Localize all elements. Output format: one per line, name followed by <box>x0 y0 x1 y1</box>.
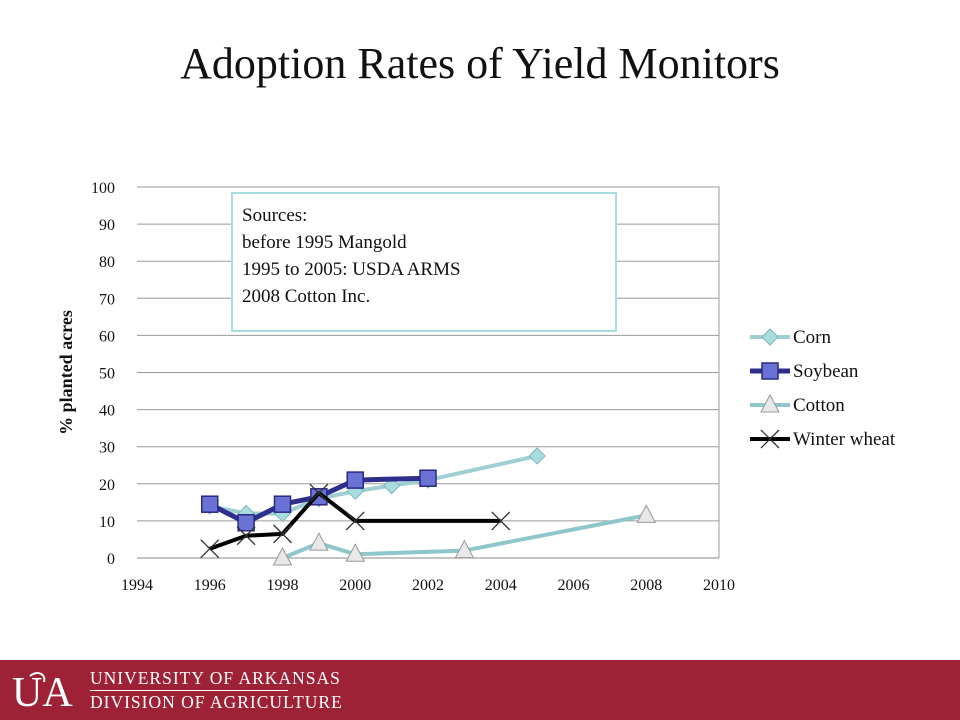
data-point <box>236 526 256 546</box>
series-corn <box>201 447 546 523</box>
university-logo-icon: UA <box>10 666 84 714</box>
data-point <box>528 447 546 465</box>
sources-box <box>231 192 617 332</box>
legend-swatch-marker <box>760 429 780 449</box>
data-point <box>636 504 657 523</box>
x-tick-label: 2006 <box>558 577 590 594</box>
legend-item: Winter wheat <box>750 429 896 450</box>
organization-name: UNIVERSITY OF ARKANSAS DIVISION OF AGRIC… <box>90 668 343 713</box>
sources-line: 1995 to 2005: USDA ARMS <box>242 259 461 280</box>
y-tick-label: 60 <box>99 328 115 345</box>
data-point <box>454 539 475 559</box>
series-cotton <box>272 504 657 566</box>
chart-axes: 0 10 20 30 40 50 60 70 80 90 100 1994 1996 1998 2000 20… <box>56 180 735 594</box>
y-tick-label: 70 <box>99 291 115 308</box>
x-tick-label: 2010 <box>703 577 735 594</box>
data-point <box>345 511 365 531</box>
y-tick-label: 0 <box>107 551 115 568</box>
y-tick-label: 40 <box>99 403 115 420</box>
data-point <box>419 469 437 487</box>
data-point <box>309 483 329 503</box>
data-point <box>237 514 255 532</box>
data-point <box>309 532 329 551</box>
data-point <box>200 539 220 559</box>
sources-line: before 1995 Mangold <box>242 232 407 253</box>
data-point <box>346 471 364 489</box>
x-tick-label: 2008 <box>630 577 662 594</box>
legend-label: Cotton <box>793 395 845 416</box>
y-axis-label: % planted acres <box>56 310 76 435</box>
x-tick-label: 2002 <box>412 577 444 594</box>
line-chart: 0 10 20 30 40 50 60 70 80 90 100 1994 1996 1998 2000 20… <box>56 180 896 594</box>
org-line-1: UNIVERSITY OF ARKANSAS <box>90 668 341 688</box>
series-line <box>209 454 538 516</box>
x-tick-label: 1994 <box>121 577 153 594</box>
legend-label: Corn <box>793 327 832 348</box>
legend-item: Soybean <box>750 361 859 382</box>
sources-line: 2008 Cotton Inc. <box>242 286 370 307</box>
legend-label: Winter wheat <box>793 429 896 450</box>
data-point <box>272 546 293 566</box>
y-tick-label: 50 <box>99 366 115 383</box>
legend-swatch-marker <box>761 328 779 346</box>
x-tick-label: 1998 <box>267 577 299 594</box>
x-tick-label: 2000 <box>339 577 371 594</box>
legend-item: Cotton <box>750 393 845 416</box>
org-divider <box>90 690 288 691</box>
y-tick-label: 10 <box>99 514 115 531</box>
chart-annotation: Sources: before 1995 Mangold 1995 to 2005:… <box>231 192 617 332</box>
y-tick-label: 90 <box>99 217 115 234</box>
legend-swatch-marker <box>760 393 780 413</box>
series-line <box>209 491 501 551</box>
data-point <box>345 543 366 562</box>
y-tick-label: 30 <box>99 440 115 457</box>
legend-swatch-marker <box>761 362 779 380</box>
sources-line: Sources: <box>242 205 307 226</box>
footer-bar: UA UNIVERSITY OF ARKANSAS DIVISION OF AG… <box>0 660 960 720</box>
x-tick-label: 1996 <box>194 577 226 594</box>
y-tick-label: 80 <box>99 254 115 271</box>
chart-series <box>200 447 657 566</box>
series-soybean <box>201 469 437 532</box>
x-tick-label: 2004 <box>485 577 517 594</box>
data-point <box>273 495 292 513</box>
org-line-2: DIVISION OF AGRICULTURE <box>90 692 343 712</box>
legend-item: Corn <box>750 327 832 348</box>
y-tick-label: 20 <box>99 477 115 494</box>
data-point <box>491 511 511 531</box>
legend-label: Soybean <box>793 361 859 382</box>
page-title: Adoption Rates of Yield Monitors <box>180 39 780 88</box>
y-tick-label: 100 <box>91 180 115 197</box>
data-point <box>201 495 219 513</box>
logo-text: UA <box>12 670 73 714</box>
series-winter-wheat <box>200 483 511 559</box>
data-point <box>273 524 292 544</box>
chart-legend: Corn Soybean Cotton Winter wheat <box>750 327 896 450</box>
